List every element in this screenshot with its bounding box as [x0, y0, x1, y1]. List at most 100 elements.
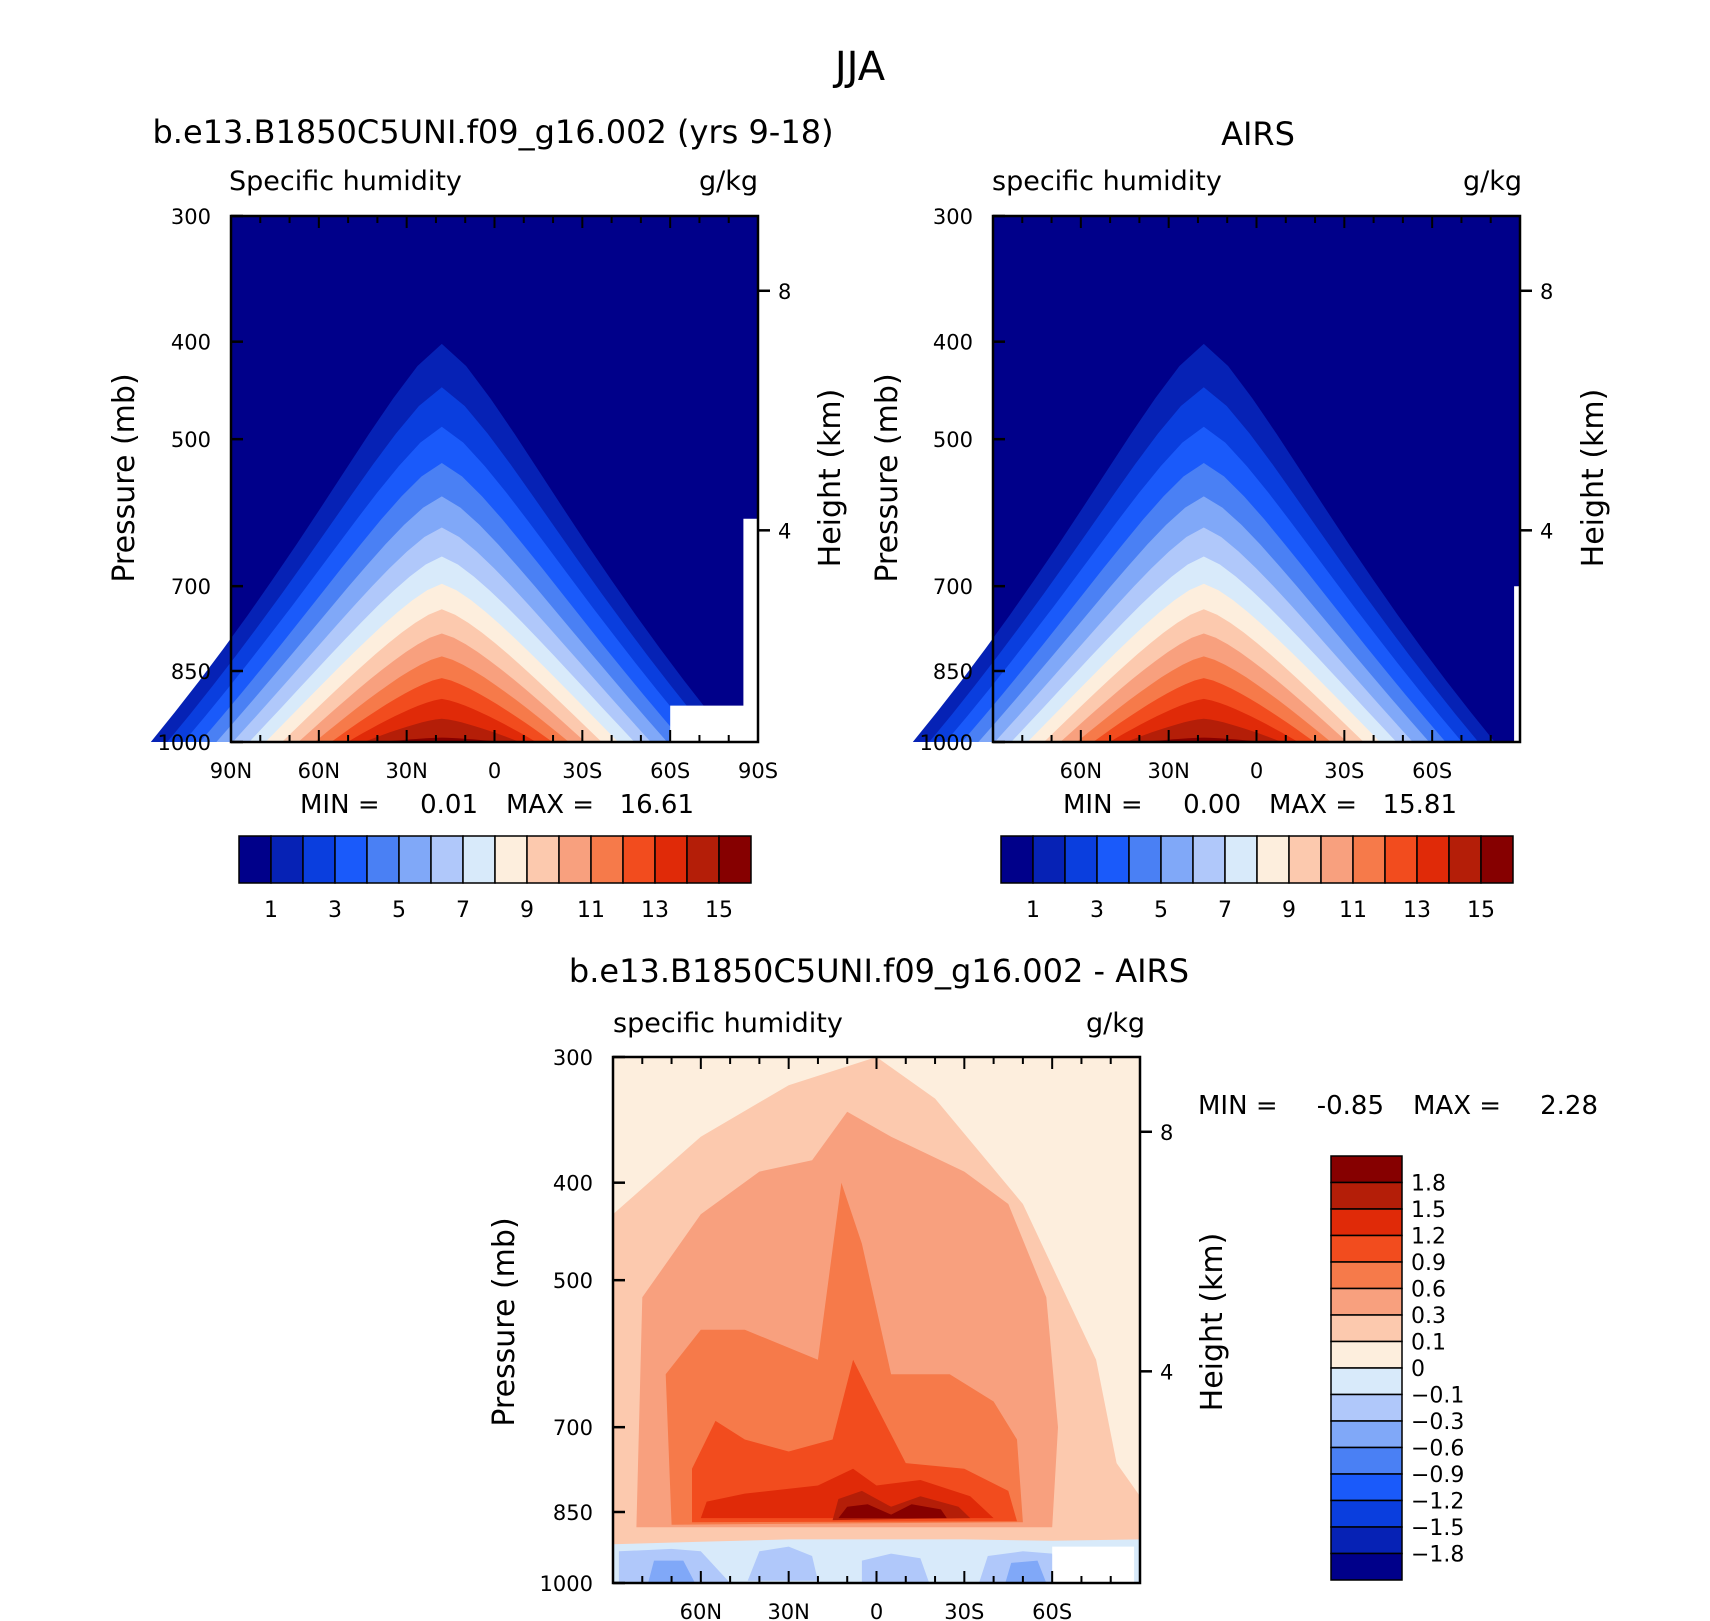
panel-obs-min-value: 0.00: [1183, 790, 1241, 820]
x-tick-label: 30N: [767, 1600, 809, 1621]
colorbar-swatch: [1096, 835, 1130, 884]
panel-diff-min-label: MIN =: [1198, 1091, 1278, 1121]
colorbar-label: −1.5: [1411, 1516, 1464, 1541]
colorbar-swatch: [1330, 1473, 1403, 1502]
contour-fill-level-15: [838, 1504, 947, 1519]
colorbar-label: 1.8: [1411, 1172, 1446, 1197]
colorbar-label: 15: [1467, 898, 1495, 923]
colorbar-swatch: [334, 835, 368, 884]
panel-model-max-value: 16.61: [620, 790, 694, 820]
y-tick-label: 700: [933, 575, 973, 599]
panel-diff-max-value: 2.28: [1540, 1091, 1598, 1121]
colorbar-swatch: [590, 835, 624, 884]
panel-obs-title: AIRS: [1221, 115, 1295, 153]
colorbar-label: 5: [392, 898, 406, 923]
contour-fill-level-5: [1005, 1560, 1047, 1583]
colorbar-swatch: [1330, 1340, 1403, 1369]
colorbar-swatch: [1330, 1499, 1403, 1528]
contour-fill-level-6: [861, 1553, 930, 1583]
y-right-tick-label: 8: [1160, 1121, 1173, 1145]
panel-diff-min-value: -0.85: [1317, 1091, 1384, 1121]
panel-model-ylabel-right: Height (km): [813, 389, 848, 568]
panel-obs-ylabel: Pressure (mb): [870, 373, 905, 582]
colorbar-swatch: [398, 835, 432, 884]
colorbar-label: 5: [1154, 898, 1168, 923]
colorbar-swatch: [1064, 835, 1098, 884]
colorbar-label: 1: [1026, 898, 1040, 923]
panel-diff: b.e13.B1850C5UNI.f09_g16.002 - AIRS spec…: [487, 952, 1598, 1621]
y-right-tick-label: 4: [1540, 519, 1553, 543]
y-tick-label: 850: [553, 1501, 593, 1525]
colorbar-label: 11: [1339, 898, 1367, 923]
x-tick-label: 30S: [944, 1600, 984, 1621]
colorbar-swatch: [1288, 835, 1322, 884]
x-tick-label: 30S: [562, 759, 602, 783]
panel-model: b.e13.B1850C5UNI.f09_g16.002 (yrs 9-18) …: [107, 113, 848, 923]
panel-obs-max-label: MAX =: [1269, 790, 1357, 820]
panel-model-y-ticks: 300 400 500 700 850 1000: [158, 205, 243, 755]
colorbar-swatch: [1330, 1261, 1403, 1290]
colorbar-swatch: [1330, 1234, 1403, 1263]
panel-diff-plot-area: [611, 1055, 1142, 1585]
colorbar-swatch: [302, 835, 336, 884]
colorbar-swatch: [622, 835, 656, 884]
colorbar-label: 7: [456, 898, 470, 923]
colorbar-label: 11: [577, 898, 605, 923]
panel-model-title: b.e13.B1850C5UNI.f09_g16.002 (yrs 9-18): [152, 113, 833, 151]
colorbar-swatch: [1330, 1420, 1403, 1449]
panel-model-x-ticks: 90N 60N 30N 0 30S 60S 90S: [210, 216, 778, 783]
contour-fill-level-12: [692, 1359, 1017, 1523]
panel-diff-x-ticks: 60N 30N 0 30S 60S: [612, 1057, 1141, 1621]
x-tick-label: 30N: [1147, 759, 1189, 783]
panel-obs-left-string: specific humidity: [992, 166, 1222, 197]
colorbar-label: −1.2: [1411, 1490, 1464, 1515]
y-tick-label: 400: [171, 331, 211, 355]
panel-obs-right-string: g/kg: [1463, 166, 1522, 197]
colorbar-swatch: [1192, 835, 1226, 884]
colorbar-label: 0: [1411, 1357, 1425, 1382]
y-tick-label: 700: [171, 575, 211, 599]
panel-obs-min-label: MIN =: [1063, 790, 1143, 820]
colorbar-swatch: [430, 835, 464, 884]
panel-diff-ylabel: Pressure (mb): [487, 1217, 522, 1426]
colorbar-swatch: [1352, 835, 1386, 884]
x-tick-label: 60S: [1412, 759, 1452, 783]
colorbar-label: 0.1: [1411, 1331, 1446, 1356]
y-tick-label: 300: [933, 205, 973, 229]
x-tick-label: 60N: [680, 1600, 722, 1621]
panel-model-min-label: MIN =: [300, 790, 380, 820]
panel-obs-y-right-ticks: 84: [1520, 280, 1553, 543]
panel-obs-x-ticks: 60N 30N 0 30S 60S: [992, 216, 1521, 783]
y-tick-label: 400: [553, 1172, 593, 1196]
y-tick-label: 500: [553, 1269, 593, 1293]
panel-diff-y-right-ticks: 84: [1140, 1121, 1173, 1384]
contour-fill-level-14: [363, 718, 520, 742]
y-right-tick-label: 4: [778, 519, 791, 543]
colorbar-swatch: [1330, 1208, 1403, 1237]
panel-model-min-value: 0.01: [420, 790, 478, 820]
colorbar-label: 13: [1403, 898, 1431, 923]
colorbar-label: 1: [264, 898, 278, 923]
panel-model-max-label: MAX =: [506, 790, 594, 820]
x-tick-label: 60N: [298, 759, 340, 783]
colorbar-label: 9: [520, 898, 534, 923]
colorbar-swatch: [1330, 1181, 1403, 1210]
y-right-tick-label: 8: [778, 280, 791, 304]
x-tick-label: 30S: [1324, 759, 1364, 783]
panel-diff-y-ticks: 300 400 500 700 850 1000: [540, 1046, 625, 1596]
colorbar-label: 1.5: [1411, 1198, 1446, 1223]
colorbar-swatch: [1160, 835, 1194, 884]
missing-data-region: [1052, 1546, 1135, 1583]
colorbar-swatch: [686, 835, 720, 884]
panel-obs-plot-area: [912, 214, 1522, 744]
colorbar-label: −1.8: [1411, 1543, 1464, 1568]
colorbar-label: 0.3: [1411, 1304, 1446, 1329]
panel-diff-max-label: MAX =: [1413, 1091, 1501, 1121]
colorbar-swatch: [1330, 1367, 1403, 1396]
y-tick-label: 400: [933, 331, 973, 355]
y-tick-label: 1000: [158, 731, 211, 755]
colorbar-swatch: [1128, 835, 1162, 884]
panel-model-plot-area: [150, 214, 760, 744]
colorbar-swatch: [1384, 835, 1418, 884]
colorbar-label: −0.1: [1411, 1384, 1464, 1409]
